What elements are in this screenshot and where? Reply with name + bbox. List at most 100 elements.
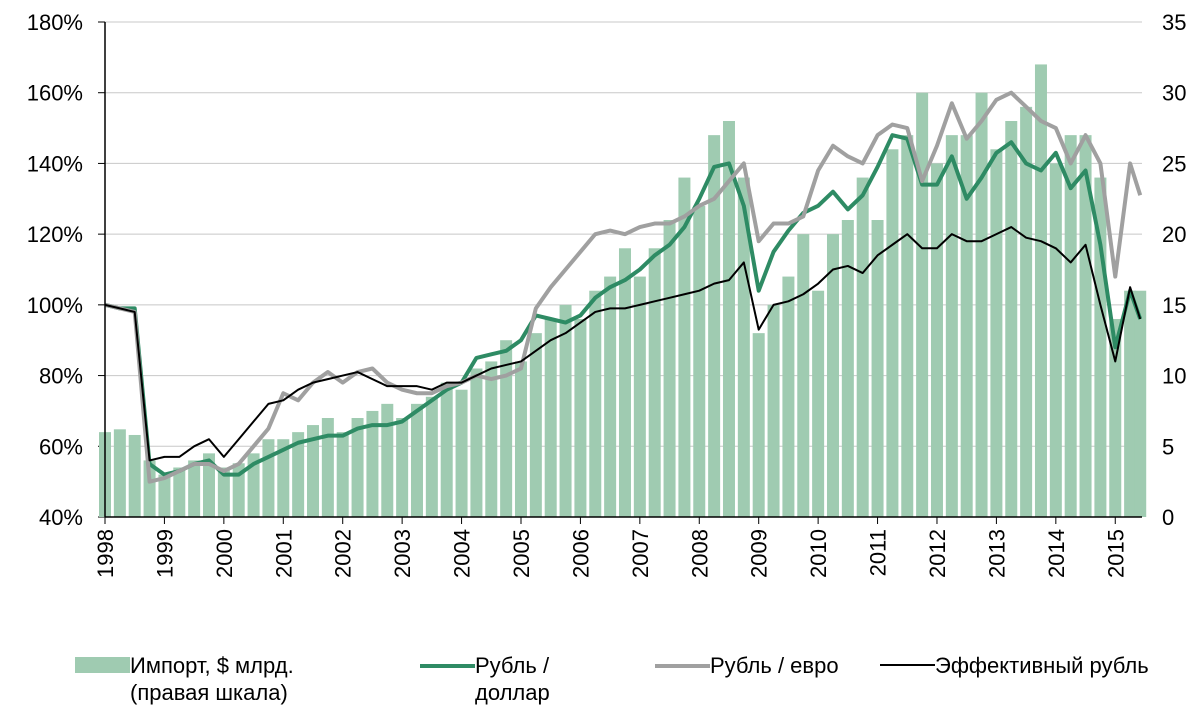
bar	[485, 361, 498, 517]
y2-tick-label: 5	[1162, 434, 1174, 459]
y2-tick-label: 0	[1162, 505, 1174, 530]
x-tick-label: 2000	[212, 529, 237, 578]
y-tick-label: 80%	[39, 364, 83, 389]
bar	[559, 304, 572, 517]
bar	[752, 333, 765, 517]
bar	[678, 177, 691, 518]
bar	[396, 418, 409, 517]
bar	[425, 396, 438, 517]
bar	[1134, 290, 1147, 517]
bar	[782, 276, 795, 517]
x-tick-label: 2014	[1044, 529, 1069, 578]
y-tick-label: 40%	[39, 505, 83, 530]
bar	[247, 453, 260, 517]
legend-label: Рубль / евро	[710, 653, 839, 678]
bar	[886, 149, 899, 518]
y-tick-label: 180%	[27, 10, 83, 35]
bar	[306, 425, 319, 517]
bar	[618, 248, 631, 518]
legend-label: Эффективный рубль	[935, 653, 1149, 678]
bar	[158, 474, 171, 517]
bar	[217, 467, 230, 517]
bar	[663, 220, 676, 517]
legend-item: Импорт, $ млрд. (правая шкала)	[75, 652, 360, 706]
bar	[1020, 106, 1033, 517]
y-tick-label: 100%	[27, 293, 83, 318]
bar	[321, 418, 334, 517]
legend-item: Эффективный рубль	[880, 652, 1165, 679]
bar	[277, 439, 290, 517]
bar	[767, 304, 780, 517]
chart: 40% 60% 80% 100% 120% 140% 160% 180% 0 5 10 15 20 25 3…	[27, 10, 1187, 578]
bar	[143, 460, 156, 517]
bar	[440, 382, 453, 517]
bar	[990, 149, 1003, 518]
x-tick-label: 2005	[509, 529, 534, 578]
bar	[292, 432, 305, 517]
x-tick-label: 2012	[925, 529, 950, 578]
line	[104, 133, 1143, 477]
bar	[812, 290, 825, 517]
bar	[633, 276, 646, 517]
bar	[336, 432, 349, 517]
bar	[410, 403, 423, 517]
y2-tick-label: 15	[1162, 293, 1186, 318]
y2-tick-label: 30	[1162, 81, 1186, 106]
x-tick-label: 2010	[806, 529, 831, 578]
y-tick-label: 120%	[27, 222, 83, 247]
x-tick-label: 1999	[152, 529, 177, 578]
bar	[188, 460, 201, 517]
bar	[722, 121, 735, 517]
bar	[1049, 163, 1062, 517]
bar	[544, 319, 557, 517]
legend-swatch	[75, 657, 130, 673]
x-tick-label: 2013	[984, 529, 1009, 578]
x-tick-label: 2002	[331, 529, 356, 578]
bar	[604, 276, 617, 517]
legend-swatch	[420, 664, 475, 668]
legend: Импорт, $ млрд. (правая шкала) Рубль / до…	[0, 652, 1201, 712]
y2-tick-label: 35	[1162, 10, 1186, 35]
legend-item: Рубль / доллар	[420, 652, 625, 706]
bar	[574, 319, 587, 517]
bar	[262, 439, 275, 517]
legend-swatch	[655, 664, 710, 668]
x-tick-label: 2001	[271, 529, 296, 578]
x-tick-label: 2009	[747, 529, 772, 578]
bar	[202, 453, 215, 517]
x-tick-label: 1998	[93, 529, 118, 578]
bar	[1005, 121, 1018, 517]
bar	[871, 220, 884, 517]
line	[104, 226, 1142, 462]
x-tick-label: 2003	[390, 529, 415, 578]
x-tick-label: 2006	[568, 529, 593, 578]
x-tick-label: 2007	[628, 529, 653, 578]
y2-tick-label: 20	[1162, 222, 1186, 247]
y-tick-label: 160%	[27, 81, 83, 106]
bar	[960, 135, 973, 517]
bar	[128, 434, 141, 517]
bar	[381, 403, 394, 517]
y-tick-label: 140%	[27, 151, 83, 176]
bar	[1109, 319, 1122, 517]
x-tick-label: 2015	[1103, 529, 1128, 578]
bar	[500, 340, 513, 517]
bar	[901, 135, 914, 517]
bar	[1064, 135, 1077, 517]
y-tick-label: 60%	[39, 434, 83, 459]
bar	[1079, 135, 1092, 517]
bar	[1124, 290, 1137, 517]
bar	[529, 333, 542, 517]
legend-label: Рубль / доллар	[475, 653, 550, 705]
bar	[708, 135, 721, 517]
y2-tick-label: 25	[1162, 151, 1186, 176]
bar	[693, 205, 706, 517]
bar	[232, 463, 245, 517]
bar	[916, 92, 929, 517]
legend-swatch	[880, 664, 935, 666]
bar	[930, 163, 943, 517]
bar	[514, 361, 527, 517]
bar	[945, 135, 958, 517]
bar	[841, 220, 854, 517]
bar	[455, 389, 468, 517]
